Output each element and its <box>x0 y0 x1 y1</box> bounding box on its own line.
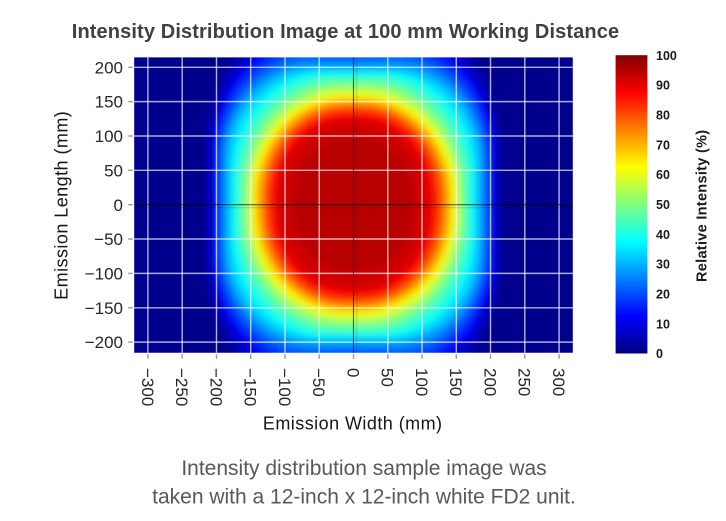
svg-text:50: 50 <box>104 161 123 180</box>
svg-text:−50: −50 <box>94 230 123 249</box>
svg-text:−50: −50 <box>309 368 328 397</box>
svg-text:0: 0 <box>343 368 362 377</box>
svg-text:10: 10 <box>656 317 670 331</box>
svg-text:60: 60 <box>656 168 670 182</box>
svg-text:−100: −100 <box>275 368 294 406</box>
svg-text:Emission Length (mm): Emission Length (mm) <box>52 111 72 300</box>
svg-text:0: 0 <box>656 347 663 361</box>
svg-text:250: 250 <box>515 368 534 396</box>
svg-text:70: 70 <box>656 138 670 152</box>
svg-text:100: 100 <box>656 49 677 63</box>
svg-text:Intensity distribution sample: Intensity distribution sample image was <box>181 457 546 480</box>
svg-text:−150: −150 <box>85 299 123 318</box>
svg-text:300: 300 <box>549 368 568 396</box>
svg-text:100: 100 <box>412 368 431 396</box>
svg-text:−200: −200 <box>206 368 225 406</box>
svg-text:100: 100 <box>95 127 123 146</box>
svg-text:30: 30 <box>656 258 670 272</box>
svg-text:−200: −200 <box>85 333 123 352</box>
svg-text:Intensity Distribution Image a: Intensity Distribution Image at 100 mm W… <box>72 21 619 43</box>
svg-text:20: 20 <box>656 287 670 301</box>
svg-text:Relative Intensity (%): Relative Intensity (%) <box>695 130 711 282</box>
svg-text:−300: −300 <box>138 368 157 406</box>
svg-text:50: 50 <box>656 198 670 212</box>
svg-text:50: 50 <box>378 368 397 387</box>
svg-text:200: 200 <box>95 58 123 77</box>
svg-text:80: 80 <box>656 109 670 123</box>
svg-text:200: 200 <box>480 368 499 396</box>
svg-text:150: 150 <box>446 368 465 396</box>
svg-text:0: 0 <box>114 196 123 215</box>
svg-text:150: 150 <box>95 93 123 112</box>
svg-text:−100: −100 <box>85 265 123 284</box>
svg-text:Emission Width (mm): Emission Width (mm) <box>263 414 443 434</box>
svg-text:40: 40 <box>656 228 670 242</box>
svg-text:−250: −250 <box>172 368 191 406</box>
svg-text:taken with a 12-inch x 12-inch: taken with a 12-inch x 12-inch white FD2… <box>152 485 576 508</box>
svg-text:90: 90 <box>656 79 670 93</box>
svg-text:−150: −150 <box>241 368 260 406</box>
